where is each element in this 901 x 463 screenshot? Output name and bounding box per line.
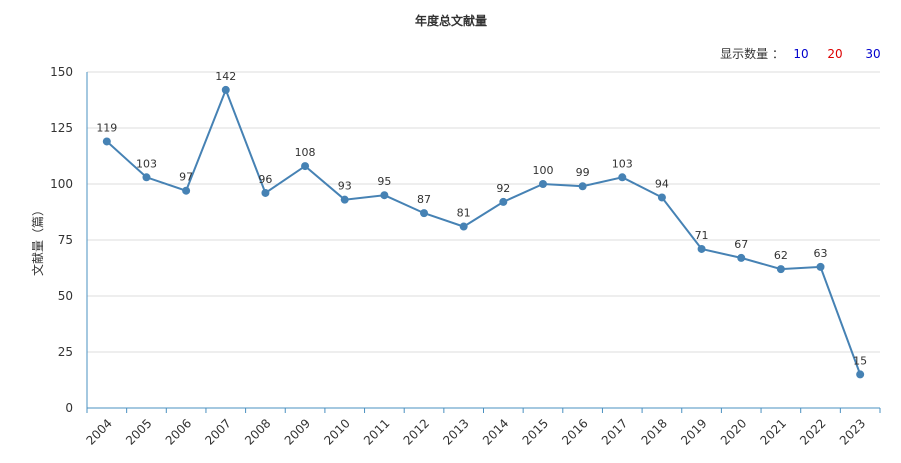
data-label: 93 <box>338 180 352 193</box>
data-point[interactable] <box>856 370 865 379</box>
data-label: 15 <box>853 354 867 367</box>
data-point[interactable] <box>697 244 706 253</box>
y-tick-label: 0 <box>65 401 73 415</box>
data-point[interactable] <box>538 180 547 188</box>
x-tick-label: 2015 <box>520 416 551 447</box>
count-option-30[interactable]: 30 <box>865 47 880 61</box>
x-tick-label: 2016 <box>559 416 590 447</box>
data-label: 92 <box>496 182 510 195</box>
x-tick-label: 2009 <box>282 416 313 447</box>
x-tick-label: 2017 <box>599 416 630 447</box>
x-tick-labels: 2004 2005 2006 2007 2008 2009 2010 2011 2012 2013… <box>83 416 868 447</box>
x-tick-label: 2019 <box>678 416 709 447</box>
x-tick-label: 2013 <box>440 416 471 447</box>
x-tick-label: 2011 <box>361 416 392 447</box>
x-tick-label: 2021 <box>757 416 788 447</box>
data-point[interactable] <box>776 265 785 274</box>
data-point[interactable] <box>459 222 468 231</box>
y-tick-label: 150 <box>50 65 73 79</box>
data-point[interactable] <box>261 188 270 197</box>
y-axis-label: 文献量（篇） <box>30 204 45 276</box>
data-point[interactable] <box>737 253 746 262</box>
data-label: 99 <box>576 166 590 179</box>
data-label: 119 <box>96 121 117 134</box>
y-tick-label: 75 <box>58 233 73 247</box>
x-tick-label: 2005 <box>123 416 154 447</box>
series-line-path <box>106 87 862 375</box>
y-tick-labels: 0 25 50 75 100 125 150 <box>50 65 73 415</box>
x-tick-label: 2004 <box>83 416 114 447</box>
x-tick-label: 2010 <box>321 416 352 447</box>
data-label: 97 <box>179 171 193 184</box>
display-count-control: 显示数量 ： 10 20 30 <box>720 46 880 61</box>
count-option-10[interactable]: 10 <box>793 47 808 61</box>
x-tick-label: 2014 <box>480 416 511 447</box>
display-count-label: 显示数量 ： <box>720 46 784 61</box>
y-tick-label: 25 <box>58 345 73 359</box>
x-tick-label: 2006 <box>163 416 194 447</box>
data-point[interactable] <box>301 162 310 171</box>
data-label: 67 <box>734 238 748 251</box>
x-tick-label: 2012 <box>401 416 432 447</box>
data-label: 94 <box>655 177 669 190</box>
data-point[interactable] <box>578 182 587 191</box>
data-point[interactable] <box>420 209 429 218</box>
grid-lines <box>87 71 880 353</box>
data-label: 63 <box>814 247 828 260</box>
data-label: 95 <box>377 175 391 188</box>
data-point[interactable] <box>182 186 191 195</box>
data-point[interactable] <box>816 262 825 271</box>
series-line <box>106 87 862 375</box>
data-label: 108 <box>295 146 316 159</box>
data-label: 81 <box>457 207 471 220</box>
data-label: 87 <box>417 193 431 206</box>
data-point[interactable] <box>102 137 111 146</box>
data-labels: 119 103 97 142 96 108 93 95 87 81 92 100 99 103 94 71 67… <box>96 70 867 367</box>
data-label: 103 <box>136 157 157 170</box>
data-label: 71 <box>695 229 709 242</box>
data-label: 62 <box>774 249 788 262</box>
data-point[interactable] <box>618 173 627 182</box>
data-label: 100 <box>532 164 553 177</box>
x-tick-label: 2008 <box>242 416 273 447</box>
y-tick-label: 125 <box>50 121 73 135</box>
data-point[interactable] <box>380 191 389 200</box>
data-label: 96 <box>258 173 272 186</box>
data-point[interactable] <box>221 85 230 94</box>
data-label: 142 <box>215 70 236 83</box>
data-point[interactable] <box>340 195 349 204</box>
x-tick-label: 2022 <box>797 416 828 447</box>
count-option-20[interactable]: 20 <box>827 47 842 61</box>
chart-title: 年度总文献量 <box>415 13 487 28</box>
y-tick-label: 50 <box>58 289 73 303</box>
data-point[interactable] <box>142 173 151 182</box>
x-tick-label: 2007 <box>202 416 233 447</box>
data-points <box>102 85 865 379</box>
axes <box>86 72 881 413</box>
x-tick-label: 2020 <box>718 416 749 447</box>
data-point[interactable] <box>657 193 666 202</box>
x-tick-label: 2018 <box>639 416 670 447</box>
data-label: 103 <box>612 157 633 170</box>
data-point[interactable] <box>499 197 508 206</box>
y-tick-label: 100 <box>50 177 73 191</box>
x-tick-label: 2023 <box>837 416 868 447</box>
